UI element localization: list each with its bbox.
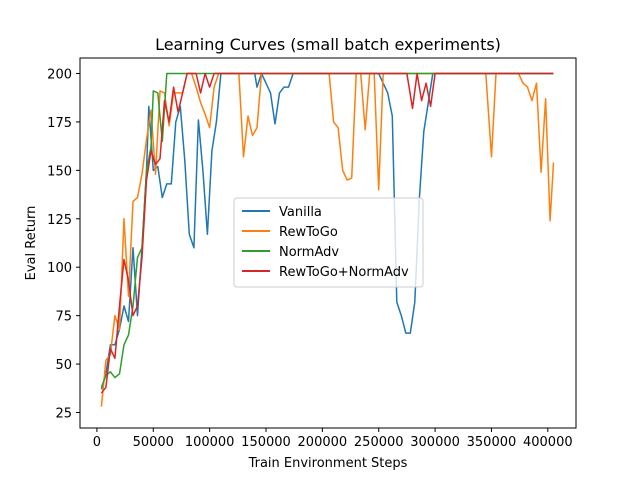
y-tick-label: 150 <box>47 164 72 179</box>
y-tick-label: 175 <box>47 116 72 131</box>
y-tick-label: 75 <box>55 310 72 325</box>
series-layer <box>100 72 555 407</box>
plot-area <box>79 57 577 429</box>
legend-entry-label: RewToGo+NormAdv <box>279 265 409 280</box>
x-tick-label: 100000 <box>185 435 235 450</box>
x-tick-label: 350000 <box>467 435 517 450</box>
x-tick-label: 0 <box>93 435 101 450</box>
x-tick-label: 300000 <box>410 435 460 450</box>
legend: Vanilla RewToGo NormAdv RewToGo+NormAdv <box>233 197 424 288</box>
x-tick-label: 50000 <box>133 435 174 450</box>
x-tick-label: 200000 <box>298 435 348 450</box>
series-line-normadv <box>100 72 554 388</box>
axes-frame <box>79 57 577 429</box>
y-tick-label: 100 <box>47 261 72 276</box>
x-tick-label: 400000 <box>523 435 573 450</box>
chart-title: Learning Curves (small batch experiments… <box>155 35 501 54</box>
y-tick-label: 25 <box>55 407 72 422</box>
series-line-rewtogo <box>100 72 555 407</box>
x-axis-label: Train Environment Steps <box>248 456 408 471</box>
x-tick-label: 150000 <box>241 435 291 450</box>
y-axis-label: Eval Return <box>24 206 39 281</box>
y-tick-label: 125 <box>47 213 72 228</box>
y-tick-label: 200 <box>47 67 72 82</box>
legend-entry-label: Vanilla <box>279 205 322 220</box>
y-tick-label: 50 <box>55 358 72 373</box>
x-tick-label: 250000 <box>354 435 404 450</box>
x-axis: 0 50000 100000 150000 200000 250000 300000 3500… <box>93 428 573 450</box>
y-axis: 25 50 75 100 125 150 175 200 <box>47 67 80 422</box>
legend-box <box>233 197 424 288</box>
legend-entry-label: RewToGo <box>279 225 338 240</box>
legend-entry-label: NormAdv <box>279 245 339 260</box>
series-line-rewtogo-normadv <box>100 72 554 394</box>
